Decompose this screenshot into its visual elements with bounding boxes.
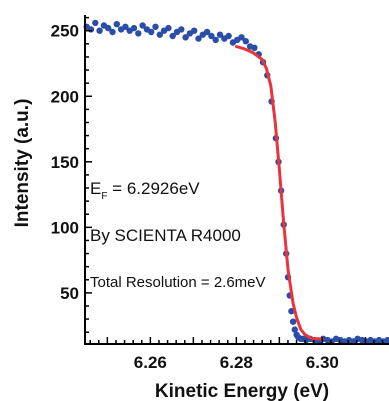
- x-tick-label: 6.28: [220, 353, 253, 372]
- data-point: [169, 32, 176, 40]
- data-point: [288, 308, 295, 315]
- x-axis-label: Kinetic Energy (eV): [155, 381, 329, 401]
- data-point: [87, 26, 95, 33]
- axes-frame: [84, 15, 389, 345]
- data-point: [225, 32, 232, 40]
- data-point: [152, 23, 159, 30]
- fermi-e-letter: E: [90, 179, 101, 198]
- data-point: [251, 44, 258, 51]
- data-point: [113, 21, 121, 28]
- data-point: [195, 35, 202, 42]
- y-tick-label: 150: [51, 153, 79, 172]
- data-point: [165, 24, 172, 32]
- data-point: [238, 34, 245, 41]
- data-point: [156, 31, 163, 38]
- data-point: [182, 34, 189, 41]
- annotation-instrument: By SCIENTA R4000: [90, 226, 241, 245]
- data-point: [92, 19, 99, 27]
- data-point: [384, 336, 389, 344]
- annotation-resolution: Total Resolution = 2.6meV: [90, 274, 266, 291]
- data-point: [130, 24, 138, 32]
- data-point: [242, 38, 249, 45]
- annotation-fermi-energy: EF = 6.2926eV: [90, 179, 200, 202]
- fermi-value: = 6.2926eV: [107, 179, 200, 198]
- fit-curve: [234, 45, 324, 341]
- fermi-subscript: F: [101, 191, 107, 202]
- data-point: [135, 30, 142, 37]
- x-tick-label: 6.30: [306, 353, 339, 372]
- x-tick-label: 6.26: [134, 353, 167, 372]
- axis-ticks: 50 100 150 200 250 6.26 6.28 6.30: [51, 16, 384, 372]
- data-point: [148, 28, 155, 36]
- y-tick-label: 250: [51, 22, 79, 41]
- data-point: [216, 31, 224, 38]
- y-axis-label: Intensity (a.u.): [12, 99, 33, 228]
- data-point: [208, 32, 215, 40]
- data-point: [191, 27, 198, 34]
- data-point: [139, 22, 146, 29]
- data-point: [212, 36, 219, 44]
- data-point: [289, 318, 297, 325]
- data-point: [122, 23, 129, 30]
- y-tick-label: 100: [51, 218, 79, 237]
- y-tick-label: 200: [51, 87, 79, 106]
- data-point: [96, 27, 103, 34]
- data-point: [178, 26, 185, 33]
- y-tick-label: 50: [60, 284, 79, 303]
- data-point: [109, 28, 116, 36]
- data-point: [203, 28, 211, 36]
- plot-area: [85, 15, 389, 344]
- data-point: [291, 326, 298, 333]
- data-point: [105, 24, 112, 32]
